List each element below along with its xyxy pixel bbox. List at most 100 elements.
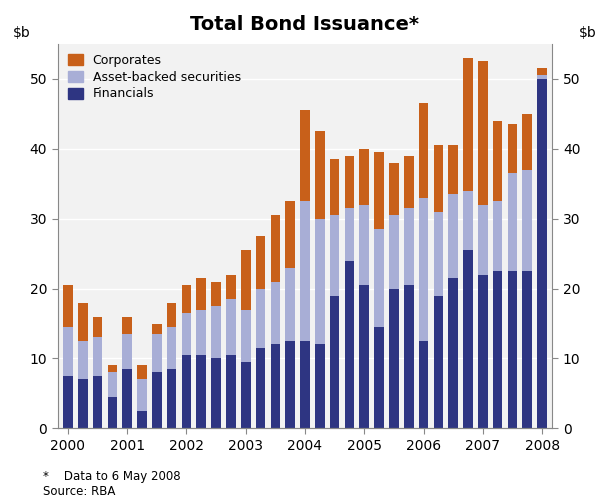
Text: *    Data to 6 May 2008
Source: RBA: * Data to 6 May 2008 Source: RBA bbox=[43, 470, 181, 498]
Bar bbox=[330, 296, 339, 429]
Bar bbox=[196, 309, 206, 355]
Bar bbox=[123, 316, 132, 334]
Bar bbox=[137, 411, 147, 429]
Bar bbox=[285, 341, 295, 429]
Bar bbox=[78, 379, 88, 429]
Bar bbox=[478, 205, 487, 275]
Bar bbox=[493, 201, 503, 271]
Bar bbox=[508, 124, 517, 173]
Bar bbox=[78, 341, 88, 379]
Bar bbox=[300, 201, 310, 341]
Bar bbox=[537, 68, 547, 75]
Bar bbox=[434, 212, 443, 296]
Bar bbox=[300, 341, 310, 429]
Bar bbox=[315, 345, 325, 429]
Bar bbox=[418, 341, 428, 429]
Bar bbox=[182, 355, 192, 429]
Bar bbox=[167, 302, 176, 327]
Bar bbox=[123, 369, 132, 429]
Bar bbox=[404, 285, 414, 429]
Bar bbox=[63, 285, 73, 327]
Bar bbox=[434, 296, 443, 429]
Bar bbox=[152, 372, 162, 429]
Bar bbox=[375, 152, 384, 229]
Bar bbox=[196, 278, 206, 309]
Bar bbox=[448, 145, 458, 194]
Bar bbox=[271, 215, 280, 282]
Bar bbox=[241, 309, 251, 362]
Bar bbox=[359, 149, 369, 205]
Bar bbox=[63, 327, 73, 376]
Title: Total Bond Issuance*: Total Bond Issuance* bbox=[190, 15, 420, 34]
Bar bbox=[285, 201, 295, 268]
Bar bbox=[330, 215, 339, 296]
Bar bbox=[226, 275, 235, 299]
Bar bbox=[107, 366, 117, 372]
Bar bbox=[93, 316, 102, 338]
Legend: Corporates, Asset-backed securities, Financials: Corporates, Asset-backed securities, Fin… bbox=[64, 50, 245, 104]
Bar bbox=[389, 215, 399, 289]
Bar bbox=[152, 323, 162, 334]
Bar bbox=[389, 163, 399, 215]
Bar bbox=[107, 397, 117, 429]
Bar bbox=[448, 278, 458, 429]
Bar bbox=[330, 159, 339, 215]
Bar bbox=[167, 327, 176, 369]
Bar bbox=[493, 271, 503, 429]
Bar bbox=[315, 219, 325, 345]
Bar bbox=[448, 194, 458, 278]
Bar bbox=[241, 250, 251, 309]
Bar bbox=[463, 58, 473, 191]
Bar bbox=[211, 306, 221, 359]
Bar bbox=[211, 282, 221, 306]
Bar bbox=[345, 208, 354, 261]
Bar bbox=[418, 103, 428, 198]
Bar bbox=[522, 114, 532, 170]
Bar bbox=[478, 61, 487, 205]
Bar bbox=[256, 289, 265, 348]
Bar bbox=[478, 275, 487, 429]
Bar bbox=[418, 198, 428, 341]
Bar bbox=[359, 205, 369, 285]
Bar bbox=[78, 302, 88, 341]
Bar bbox=[285, 268, 295, 341]
Bar bbox=[256, 236, 265, 289]
Bar bbox=[196, 355, 206, 429]
Bar bbox=[345, 156, 354, 208]
Bar bbox=[493, 121, 503, 201]
Bar bbox=[522, 271, 532, 429]
Bar bbox=[256, 348, 265, 429]
Bar bbox=[522, 170, 532, 271]
Bar bbox=[404, 156, 414, 208]
Bar bbox=[137, 379, 147, 411]
Bar bbox=[537, 75, 547, 79]
Bar bbox=[271, 345, 280, 429]
Bar bbox=[389, 289, 399, 429]
Bar bbox=[375, 327, 384, 429]
Bar bbox=[211, 359, 221, 429]
Bar bbox=[93, 338, 102, 376]
Bar bbox=[182, 285, 192, 313]
Text: $b: $b bbox=[13, 26, 30, 40]
Bar bbox=[271, 282, 280, 345]
Bar bbox=[375, 229, 384, 327]
Bar bbox=[463, 191, 473, 250]
Bar bbox=[152, 334, 162, 372]
Bar bbox=[63, 376, 73, 429]
Bar bbox=[241, 362, 251, 429]
Bar bbox=[359, 285, 369, 429]
Bar bbox=[123, 334, 132, 369]
Bar bbox=[300, 110, 310, 201]
Bar bbox=[404, 208, 414, 285]
Bar bbox=[508, 173, 517, 271]
Bar bbox=[537, 79, 547, 429]
Bar bbox=[315, 131, 325, 219]
Bar bbox=[107, 372, 117, 397]
Bar bbox=[137, 366, 147, 379]
Bar bbox=[226, 355, 235, 429]
Bar bbox=[345, 261, 354, 429]
Bar bbox=[463, 250, 473, 429]
Bar bbox=[508, 271, 517, 429]
Text: $b: $b bbox=[580, 26, 597, 40]
Bar bbox=[93, 376, 102, 429]
